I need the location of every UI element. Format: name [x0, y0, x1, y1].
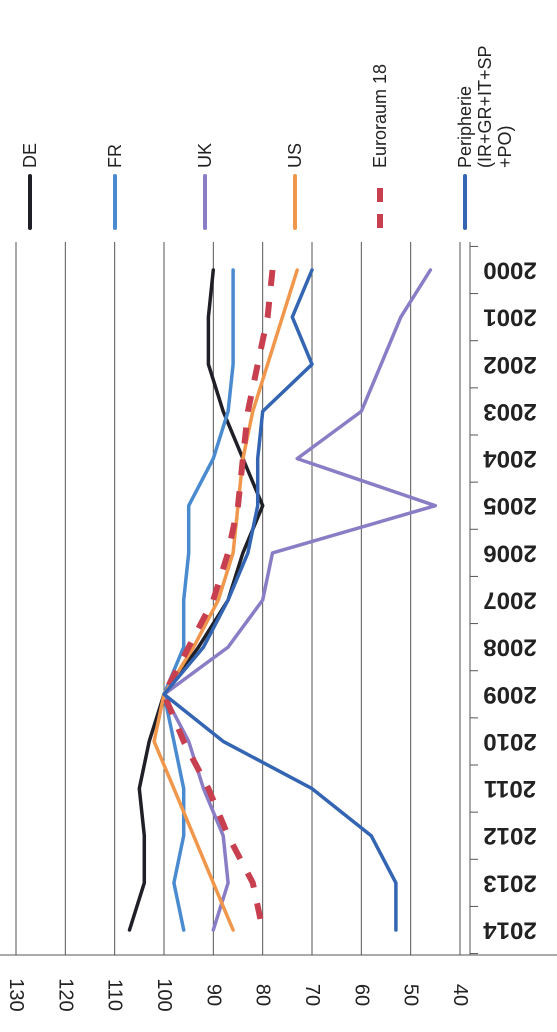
year-tick-label: 2000 [483, 257, 536, 284]
year-tick-label: 2007 [483, 587, 536, 614]
legend-label: US [285, 143, 305, 168]
value-tick-label: 70 [301, 984, 323, 1006]
value-tick-label: 110 [104, 979, 126, 1011]
gridlines [15, 242, 461, 955]
year-tick-label: 2004 [483, 445, 537, 472]
data-series [127, 268, 438, 932]
x-tick-labels: 2000 2001 2002 2003 2004 2005 2006 2007 2008 2009… [483, 257, 537, 944]
series-line-us [152, 268, 299, 932]
year-tick-label: 2012 [483, 822, 536, 849]
y-tick-labels: 40 50 60 70 80 90 100 110 120 130 [5, 978, 471, 1011]
series-line-fr [162, 268, 235, 932]
year-tick-label: 2005 [483, 492, 536, 519]
axes [0, 242, 557, 956]
legend: DE FR UK US Euroraum 18 Peripherie (IR+GR+IT+S… [20, 45, 515, 230]
year-tick-label: 2002 [483, 351, 536, 378]
legend-label: +PO) [495, 125, 515, 168]
value-tick-label: 60 [350, 984, 372, 1006]
year-tick-label: 2003 [483, 398, 536, 425]
series-line-euroraum [161, 269, 276, 931]
year-tick-label: 2001 [483, 304, 536, 331]
legend-label: Euroraum 18 [370, 64, 390, 168]
value-tick-label: 90 [202, 984, 224, 1006]
year-tick-label: 2011 [484, 775, 536, 802]
value-tick-label: 100 [153, 978, 175, 1011]
year-tick-label: 2006 [483, 539, 536, 566]
value-tick-label: 50 [400, 984, 422, 1006]
legend-label: UK [195, 143, 215, 168]
legend-label: FR [105, 144, 125, 168]
legend-label: DE [20, 143, 40, 168]
series-line-de [127, 268, 265, 932]
year-tick-label: 2013 [483, 869, 536, 896]
value-tick-label: 80 [252, 984, 274, 1006]
series-line-peripherie [162, 268, 398, 932]
year-tick-label: 2008 [483, 634, 536, 661]
year-tick-label: 2009 [483, 681, 536, 708]
year-tick-label: 2014 [483, 917, 537, 944]
year-tick-label: 2010 [483, 728, 536, 755]
value-tick-label: 40 [449, 984, 471, 1006]
value-tick-label: 130 [5, 978, 27, 1011]
series-line-uk [162, 268, 438, 932]
legend-label: (IR+GR+IT+SP [475, 45, 495, 168]
legend-label: Peripherie [455, 86, 475, 168]
value-tick-label: 120 [54, 978, 76, 1011]
